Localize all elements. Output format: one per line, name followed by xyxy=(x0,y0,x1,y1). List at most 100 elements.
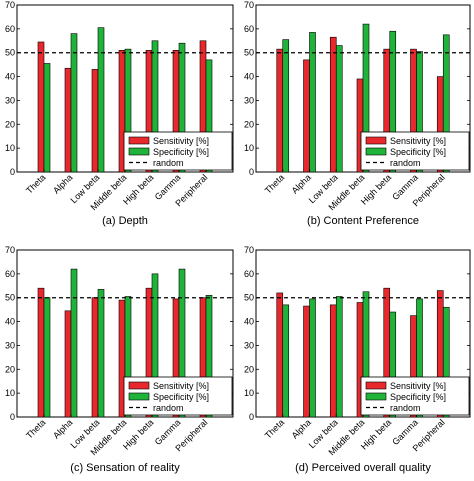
legend-label: Sensitivity [%] xyxy=(153,136,209,146)
legend-swatch-sensitivity xyxy=(365,381,387,390)
specificity-bar-2 xyxy=(97,27,105,173)
sensitivity-bar-1 xyxy=(303,305,310,418)
legend-swatch-specificity xyxy=(365,392,387,401)
legend-label: Specificity [%] xyxy=(153,147,209,157)
y-tick-label: 30 xyxy=(5,95,15,105)
legend-swatch-sensitivity xyxy=(128,136,150,145)
legend: Sensitivity [%]Specificity [%]random xyxy=(123,376,233,416)
specificity-bar-6 xyxy=(205,59,213,173)
sensitivity-bar-2 xyxy=(329,36,337,173)
legend-swatch-specificity xyxy=(128,392,150,401)
legend-label: Specificity [%] xyxy=(153,392,209,402)
specificity-bar-0 xyxy=(282,39,290,173)
sensitivity-bar-2 xyxy=(91,297,99,418)
specificity-bar-1 xyxy=(309,298,316,418)
legend-swatch-sensitivity xyxy=(365,136,387,145)
legend-label: random xyxy=(390,158,421,168)
legend-swatch-sensitivity xyxy=(128,381,150,390)
y-tick-label: 20 xyxy=(5,364,15,374)
y-tick-label: 60 xyxy=(244,269,254,279)
specificity-bar-1 xyxy=(70,268,78,418)
legend-label: Specificity [%] xyxy=(390,147,446,157)
legend-label: Sensitivity [%] xyxy=(153,381,209,391)
y-tick-label: 50 xyxy=(244,48,254,58)
sensitivity-bar-2 xyxy=(329,304,337,418)
sensitivity-bar-0 xyxy=(276,292,284,418)
legend-swatch-specificity xyxy=(365,147,387,156)
specificity-bar-0 xyxy=(43,63,51,173)
x-tick-label: Theta xyxy=(263,172,286,195)
specificity-bar-3 xyxy=(362,23,370,173)
specificity-bar-0 xyxy=(282,304,290,418)
y-tick-label: 50 xyxy=(5,48,15,58)
specificity-bar-4 xyxy=(389,311,397,418)
specificity-bar-2 xyxy=(97,289,105,418)
sensitivity-bar-2 xyxy=(91,69,99,173)
specificity-bar-5 xyxy=(178,42,186,173)
sensitivity-bar-0 xyxy=(37,41,45,173)
y-tick-label: 20 xyxy=(244,119,254,129)
y-tick-label: 60 xyxy=(244,24,254,34)
y-tick-label: 40 xyxy=(244,72,254,82)
legend: Sensitivity [%]Specificity [%]random xyxy=(360,376,470,416)
y-tick-label: 40 xyxy=(244,317,254,327)
y-tick-label: 0 xyxy=(249,167,254,177)
y-tick-label: 30 xyxy=(244,95,254,105)
y-tick-label: 10 xyxy=(5,143,15,153)
specificity-bar-4 xyxy=(151,40,159,173)
y-tick-label: 70 xyxy=(5,0,15,10)
x-tick-label: Alpha xyxy=(51,417,74,440)
legend-label: Sensitivity [%] xyxy=(390,381,446,391)
specificity-bar-4 xyxy=(151,273,159,418)
x-tick-label: Theta xyxy=(24,172,47,195)
y-tick-label: 10 xyxy=(5,388,15,398)
sensitivity-bar-1 xyxy=(64,310,72,418)
y-tick-label: 60 xyxy=(5,269,15,279)
y-tick-label: 10 xyxy=(244,143,254,153)
specificity-bar-1 xyxy=(70,33,78,173)
y-tick-label: 0 xyxy=(10,412,15,422)
specificity-bar-1 xyxy=(309,32,316,173)
legend-swatch-specificity xyxy=(128,147,150,156)
y-tick-label: 0 xyxy=(249,412,254,422)
y-tick-label: 50 xyxy=(244,293,254,303)
y-tick-label: 20 xyxy=(244,364,254,374)
specificity-bar-6 xyxy=(442,306,450,418)
specificity-bar-4 xyxy=(389,30,397,173)
legend-label: random xyxy=(153,158,184,168)
x-tick-label: Alpha xyxy=(290,172,313,195)
panel-caption: (a) Depth xyxy=(102,215,148,227)
specificity-bar-3 xyxy=(124,48,132,173)
x-tick-label: Theta xyxy=(263,417,286,440)
y-tick-label: 20 xyxy=(5,119,15,129)
y-tick-label: 50 xyxy=(5,293,15,303)
specificity-bar-5 xyxy=(416,51,423,173)
y-tick-label: 0 xyxy=(10,167,15,177)
sensitivity-bar-0 xyxy=(37,287,45,418)
sensitivity-bar-1 xyxy=(64,67,72,173)
legend-label: random xyxy=(153,403,184,413)
sensitivity-bar-0 xyxy=(276,48,284,173)
y-tick-label: 60 xyxy=(5,24,15,34)
y-tick-label: 30 xyxy=(5,340,15,350)
legend-label: Sensitivity [%] xyxy=(390,136,446,146)
y-tick-label: 70 xyxy=(244,0,254,10)
specificity-bar-2 xyxy=(335,45,343,173)
legend: Sensitivity [%]Specificity [%]random xyxy=(360,131,470,171)
legend-label: Specificity [%] xyxy=(390,392,446,402)
specificity-bar-0 xyxy=(43,297,51,418)
specificity-bar-6 xyxy=(205,295,213,418)
specificity-bar-3 xyxy=(124,296,132,418)
specificity-bar-2 xyxy=(335,296,343,418)
legend: Sensitivity [%]Specificity [%]random xyxy=(123,131,233,171)
y-tick-label: 40 xyxy=(5,317,15,327)
x-tick-label: Alpha xyxy=(51,172,74,195)
y-tick-label: 70 xyxy=(244,245,254,255)
panel-caption: (d) Perceived overall quality xyxy=(295,462,431,474)
specificity-bar-5 xyxy=(178,268,186,418)
